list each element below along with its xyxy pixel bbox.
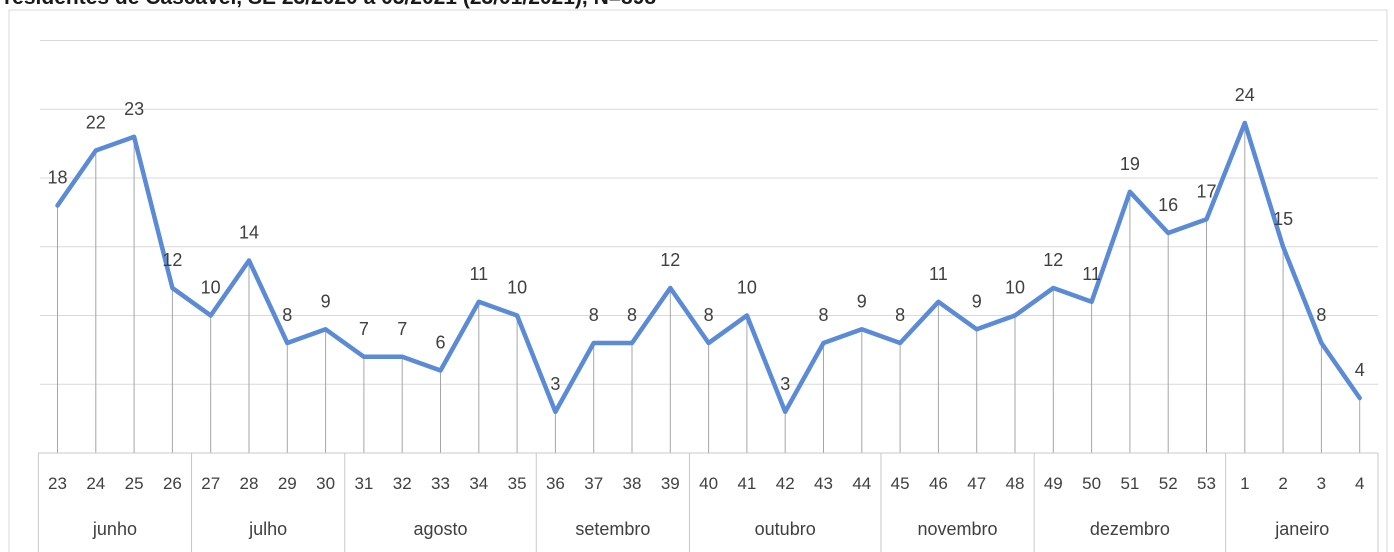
data-label: 8	[589, 305, 599, 325]
chart-title: residentes de Cascavel, SE 23/2020 a 05/…	[4, 0, 656, 10]
data-label: 11	[1082, 264, 1101, 284]
week-tick-label: 45	[891, 474, 910, 493]
data-label: 4	[1355, 360, 1365, 380]
week-tick-label: 34	[469, 474, 488, 493]
week-tick-label: 32	[393, 474, 412, 493]
data-label: 11	[929, 264, 948, 284]
data-label: 23	[124, 99, 144, 119]
data-label: 8	[1316, 305, 1326, 325]
data-label: 3	[550, 374, 560, 394]
data-label: 8	[818, 305, 828, 325]
month-label: agosto	[413, 519, 467, 539]
month-label: setembro	[575, 519, 650, 539]
month-label: julho	[248, 519, 287, 539]
data-label: 15	[1273, 209, 1293, 229]
data-label: 19	[1120, 154, 1140, 174]
week-tick-label: 40	[699, 474, 718, 493]
week-tick-label: 30	[316, 474, 335, 493]
data-label: 6	[435, 333, 445, 353]
week-tick-label: 49	[1044, 474, 1063, 493]
data-label: 12	[660, 250, 680, 270]
data-label: 12	[1043, 250, 1063, 270]
data-label: 24	[1235, 85, 1255, 105]
month-label: janeiro	[1274, 519, 1329, 539]
week-tick-label: 3	[1317, 474, 1326, 493]
week-tick-label: 24	[86, 474, 105, 493]
data-label: 3	[780, 374, 790, 394]
week-tick-label: 28	[240, 474, 259, 493]
data-label: 17	[1196, 181, 1216, 201]
week-tick-label: 52	[1159, 474, 1178, 493]
data-label: 8	[627, 305, 637, 325]
data-label: 9	[972, 291, 982, 311]
week-tick-label: 41	[737, 474, 756, 493]
week-tick-label: 31	[354, 474, 373, 493]
month-label: dezembro	[1090, 519, 1170, 539]
week-tick-label: 47	[967, 474, 986, 493]
data-label: 10	[201, 278, 221, 298]
data-label: 12	[162, 250, 182, 270]
week-tick-label: 50	[1082, 474, 1101, 493]
data-label: 9	[857, 291, 867, 311]
month-label: outubro	[755, 519, 816, 539]
data-label: 10	[507, 278, 527, 298]
week-tick-label: 35	[508, 474, 527, 493]
week-tick-label: 46	[929, 474, 948, 493]
week-tick-label: 48	[1006, 474, 1025, 493]
data-labels: 18 22 23 12 10 14 8 9 7 7 6 11 10 3 8 8 12 8 10 3 8 9 8 11 9 10 12…	[47, 85, 1364, 394]
data-label: 14	[239, 223, 259, 243]
week-tick-label: 44	[852, 474, 871, 493]
series-line	[55, 120, 1362, 415]
week-tick-label: 37	[584, 474, 603, 493]
data-label: 8	[704, 305, 714, 325]
data-label: 16	[1158, 195, 1178, 215]
data-label: 7	[397, 319, 407, 339]
week-tick-label: 38	[623, 474, 642, 493]
month-label: junho	[92, 519, 137, 539]
data-label: 10	[1005, 278, 1025, 298]
week-tick-label: 42	[776, 474, 795, 493]
data-label: 8	[895, 305, 905, 325]
month-label: novembro	[918, 519, 998, 539]
drop-lines	[57, 123, 1361, 453]
chart-frame	[8, 9, 1388, 552]
data-label: 8	[282, 305, 292, 325]
week-tick-label: 1	[1240, 474, 1249, 493]
data-label: 11	[469, 264, 488, 284]
week-tick-label: 4	[1355, 474, 1364, 493]
data-label: 10	[737, 278, 757, 298]
week-tick-label: 26	[163, 474, 182, 493]
week-tick-label: 53	[1197, 474, 1216, 493]
data-label: 18	[47, 168, 67, 188]
week-tick-label: 33	[431, 474, 450, 493]
category-axis: 23 24 25 26 27 28 29 30 31 32 33 34 35 36 37 38 39 40 41 42…	[37, 452, 1379, 552]
data-label: 9	[321, 291, 331, 311]
week-tick-label: 27	[201, 474, 220, 493]
data-label: 22	[86, 113, 106, 133]
week-tick-label: 36	[546, 474, 565, 493]
week-tick-label: 39	[661, 474, 680, 493]
week-tick-label: 25	[125, 474, 144, 493]
week-tick-label: 2	[1278, 474, 1287, 493]
gridlines	[40, 40, 1378, 385]
data-label: 7	[359, 319, 369, 339]
week-tick-label: 43	[814, 474, 833, 493]
week-tick-label: 29	[278, 474, 297, 493]
week-tick-label: 23	[48, 474, 67, 493]
week-tick-label: 51	[1120, 474, 1139, 493]
